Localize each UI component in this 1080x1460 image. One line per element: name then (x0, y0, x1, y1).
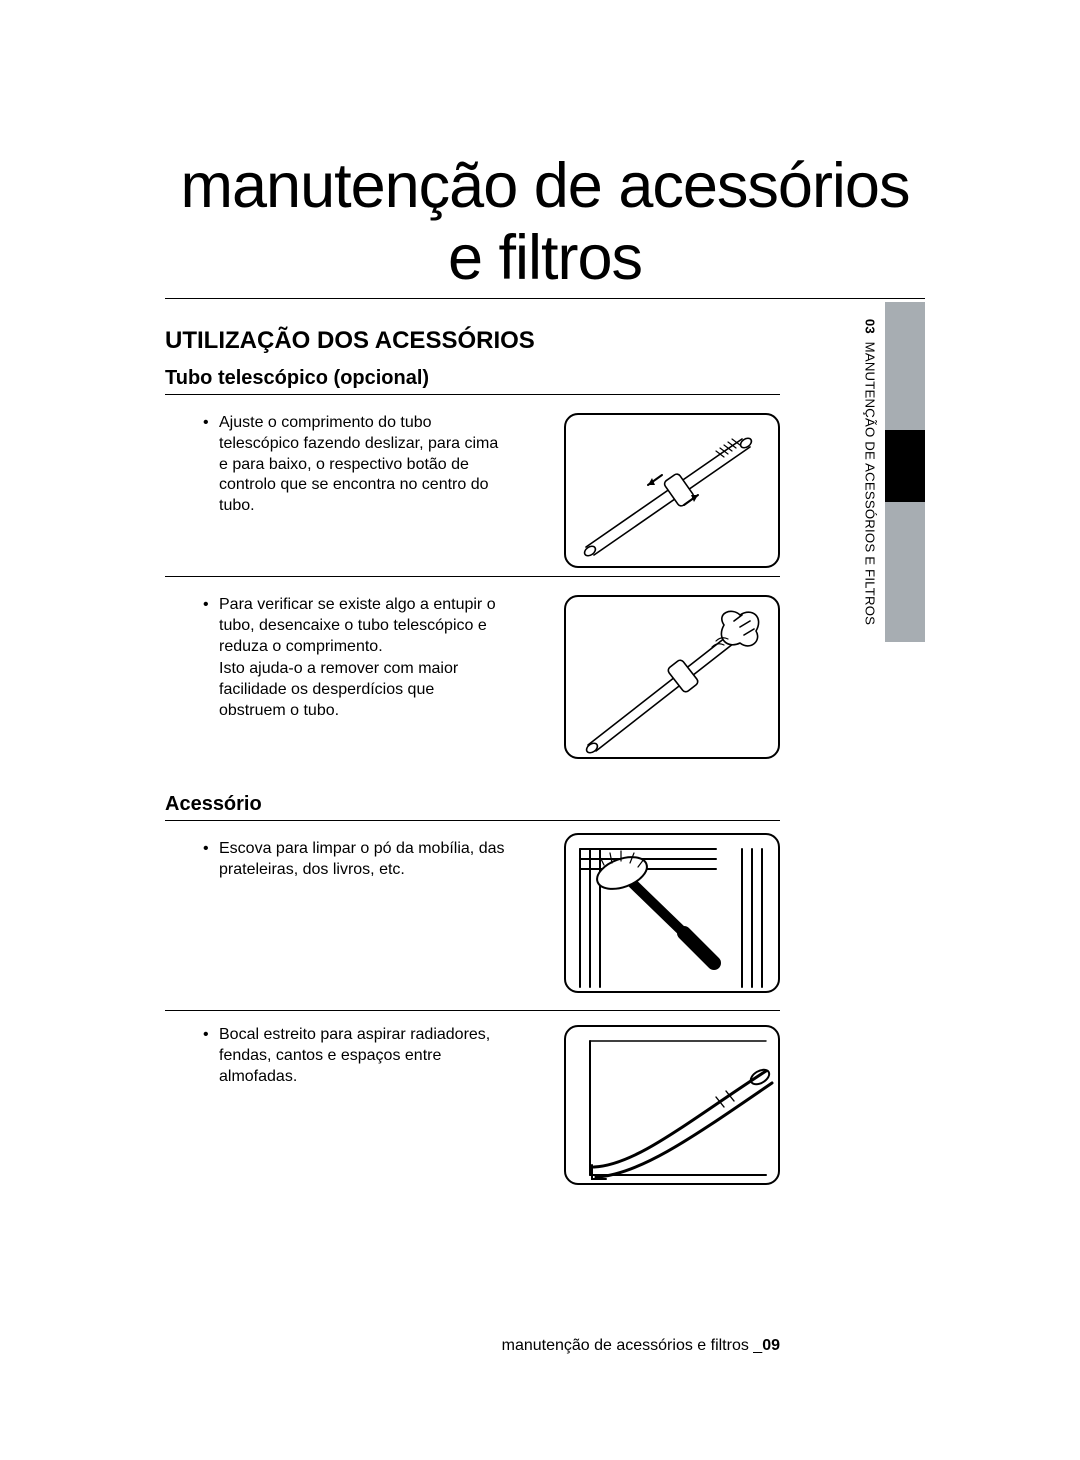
subheading-acessorio: Acessório (165, 793, 780, 821)
side-tab: 03 MANUTENÇÃO DE ACESSÓRIOS E FILTROS (855, 302, 925, 642)
item-text: Para verificar se existe algo a entupir … (165, 595, 505, 722)
subheading-tubo: Tubo telescópico (opcional) (165, 367, 780, 395)
side-tab-bar-light-bottom (885, 502, 925, 642)
figure-telescopic-unclog (564, 595, 780, 759)
manual-page: manutenção de acessórios e filtros UTILI… (0, 0, 1080, 1460)
item-text: Escova para limpar o pó da mobília, das … (165, 839, 505, 881)
side-tab-number: 03 (863, 319, 878, 334)
side-tab-bar-dark (885, 430, 925, 502)
item-text: Ajuste o comprimento do tubo telescópico… (165, 413, 505, 517)
section-heading: UTILIZAÇÃO DOS ACESSÓRIOS (165, 327, 780, 355)
paragraph: Bocal estreito para aspirar radiadores, … (219, 1025, 505, 1087)
side-tab-bars (885, 302, 925, 642)
item-acessorio-1: Escova para limpar o pó da mobília, das … (165, 831, 780, 1011)
figure-telescopic-adjust (564, 413, 780, 568)
side-tab-label-area: 03 MANUTENÇÃO DE ACESSÓRIOS E FILTROS (855, 302, 885, 642)
content-column: UTILIZAÇÃO DOS ACESSÓRIOS Tubo telescópi… (165, 327, 780, 1191)
side-tab-text: MANUTENÇÃO DE ACESSÓRIOS E FILTROS (863, 342, 878, 626)
figure-dust-brush (564, 833, 780, 993)
side-tab-label: 03 MANUTENÇÃO DE ACESSÓRIOS E FILTROS (863, 319, 878, 625)
paragraph: Ajuste o comprimento do tubo telescópico… (219, 413, 505, 517)
paragraph: Isto ajuda-o a remover com maior facilid… (219, 659, 505, 721)
item-text: Bocal estreito para aspirar radiadores, … (165, 1025, 505, 1087)
page-footer: manutenção de acessórios e filtros _09 (165, 1337, 780, 1355)
figure-crevice-nozzle (564, 1025, 780, 1185)
paragraph: Escova para limpar o pó da mobília, das … (219, 839, 505, 881)
footer-page-number: 09 (762, 1337, 780, 1354)
item-tubo-1: Ajuste o comprimento do tubo telescópico… (165, 405, 780, 577)
footer-text: manutenção de acessórios e filtros _ (502, 1337, 763, 1354)
paragraph: Para verificar se existe algo a entupir … (219, 595, 505, 657)
page-title: manutenção de acessórios e filtros (165, 150, 925, 299)
item-acessorio-2: Bocal estreito para aspirar radiadores, … (165, 1011, 780, 1191)
side-tab-bar-light-top (885, 302, 925, 430)
item-tubo-2: Para verificar se existe algo a entupir … (165, 577, 780, 767)
